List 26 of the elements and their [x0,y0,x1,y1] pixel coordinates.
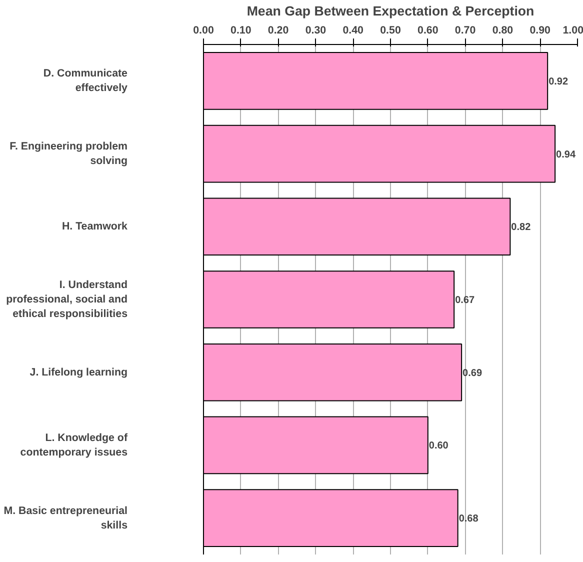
x-tick-label: 1.00 [562,24,583,36]
x-tick-label: 0.80 [492,24,514,36]
data-label: 0.60 [428,440,449,452]
x-tick-label: 0.40 [342,24,364,36]
data-label: 0.69 [462,368,482,379]
data-label: 0.82 [511,222,532,234]
y-tick-label: J. Lifelong learning [30,366,128,378]
y-tick-label: L. Knowledge of contemporary issues [20,432,128,458]
y-tick-label: I. Understand professional, social and ethical responsibilities [6,279,128,320]
x-tick-label: 0.30 [305,24,326,36]
y-tick-label: D. Communicate effectively [43,68,128,94]
data-label: 0.92 [548,76,568,88]
x-axis-title: Mean Gap Between Expectation & Perception [246,4,534,18]
x-tick-label: 0.20 [268,24,289,36]
data-label: 0.68 [458,514,479,525]
x-tick-label: 0.60 [418,24,438,36]
x-tick-label: 0.90 [530,24,551,36]
y-tick-label: H. Teamwork [62,220,128,233]
y-tick-label: M. Basic entrepreneurial skills [4,504,128,532]
y-tick-label: F. Engineering problem solving [10,140,128,167]
x-tick-label: 0.50 [380,24,401,36]
x-tick-label: 0.10 [230,24,252,36]
x-tick-label: 0.00 [193,24,214,36]
x-tick-label: 0.70 [454,24,476,36]
data-label: 0.67 [455,295,475,306]
data-label: 0.94 [556,149,576,160]
